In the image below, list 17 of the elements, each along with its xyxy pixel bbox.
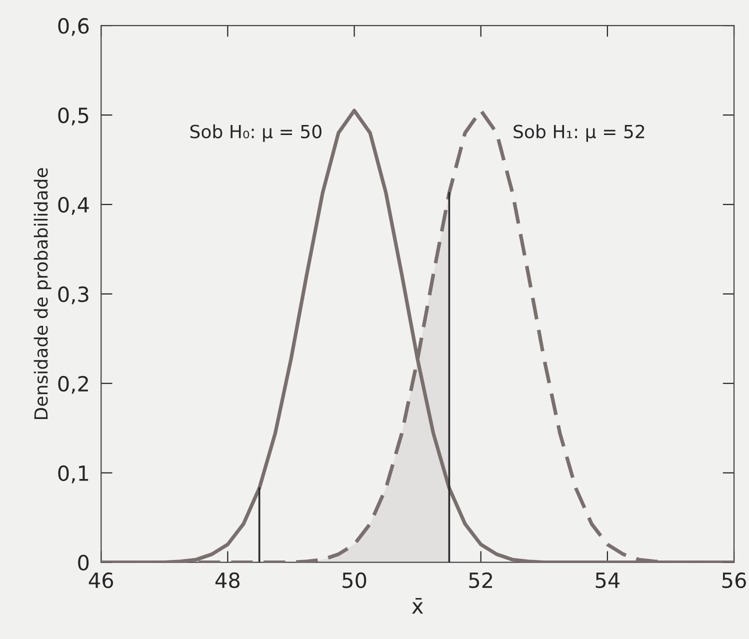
x-tick-label: 46	[88, 572, 114, 588]
x-tick-label: 48	[215, 572, 240, 588]
y-tick-label: 0	[78, 554, 89, 571]
x-axis-title: x̄	[412, 598, 424, 614]
y-tick-label: 0,6	[58, 18, 89, 36]
x-tick-label: 54	[596, 572, 620, 588]
y-tick-label: 0,3	[58, 286, 88, 304]
y-axis-title: Densidade de probabilidade	[34, 168, 52, 420]
series-label: Sob H₁: μ = 52	[514, 124, 644, 142]
x-tick-label: 52	[469, 572, 492, 588]
series-label: Sob H₀: μ = 50	[190, 124, 322, 142]
x-tick-label: 56	[722, 572, 746, 588]
y-tick-label: 0,5	[58, 107, 88, 126]
y-tick-label: 0,1	[58, 465, 88, 484]
x-tick-label: 50	[342, 572, 366, 588]
y-tick-label: 0,2	[58, 376, 88, 394]
y-tick-label: 0,4	[58, 196, 89, 215]
